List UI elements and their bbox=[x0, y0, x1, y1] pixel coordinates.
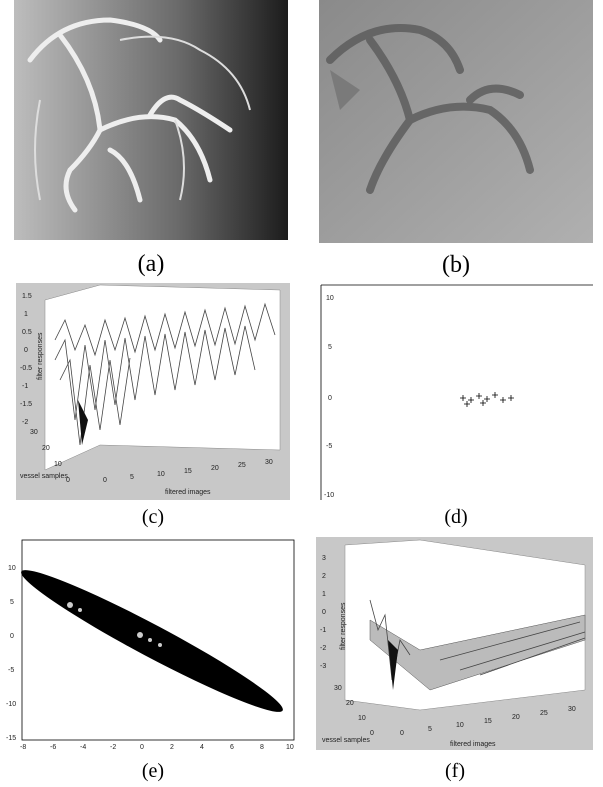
y-tick-label: 30 bbox=[334, 685, 342, 692]
y-tick-label: 0 bbox=[328, 395, 332, 402]
x-tick-label: 0 bbox=[103, 477, 107, 484]
x-tick-label: 5 bbox=[428, 726, 432, 733]
z-tick-label: -2 bbox=[22, 419, 28, 426]
image-b bbox=[319, 0, 593, 243]
x-tick-label: -6 bbox=[50, 744, 56, 751]
y-tick-label: 30 bbox=[30, 429, 38, 436]
panel-label: (a) bbox=[138, 251, 165, 277]
y-tick-label: 0 bbox=[370, 730, 374, 737]
y-axis-label: vessel samples bbox=[20, 473, 68, 480]
y-tick-label: -15 bbox=[6, 735, 16, 742]
y-tick-label: 0 bbox=[10, 633, 14, 640]
panel-label: (e) bbox=[142, 760, 164, 782]
x-tick-label: 8 bbox=[260, 744, 264, 751]
image-a bbox=[14, 0, 288, 240]
z-tick-label: -1.5 bbox=[20, 401, 32, 408]
z-axis-label: filter responses bbox=[37, 332, 44, 380]
x-tick-label: 10 bbox=[456, 722, 464, 729]
x-tick-label: 2 bbox=[170, 744, 174, 751]
x-tick-label: 20 bbox=[512, 714, 520, 721]
x-tick-label: -4 bbox=[80, 744, 86, 751]
panel-label: (b) bbox=[442, 252, 470, 278]
panel-label: (c) bbox=[142, 506, 164, 528]
y-tick-label: 5 bbox=[328, 344, 332, 351]
x-tick-label: 15 bbox=[184, 468, 192, 475]
y-tick-label: 10 bbox=[326, 295, 334, 302]
x-tick-label: 0 bbox=[140, 744, 144, 751]
y-tick-label: 10 bbox=[8, 565, 16, 572]
panel-label: (d) bbox=[444, 506, 467, 528]
y-tick-label: -5 bbox=[8, 667, 14, 674]
x-tick-label: -2 bbox=[110, 744, 116, 751]
x-tick-label: 10 bbox=[157, 471, 165, 478]
z-tick-label: -1 bbox=[22, 383, 28, 390]
z-tick-label: 1.5 bbox=[22, 293, 32, 300]
x-tick-label: 15 bbox=[484, 718, 492, 725]
x-tick-label: -8 bbox=[20, 744, 26, 751]
y-tick-label: -5 bbox=[326, 443, 332, 450]
z-tick-label: 0 bbox=[322, 609, 326, 616]
y-tick-label: 10 bbox=[54, 461, 62, 468]
z-tick-label: -3 bbox=[320, 663, 326, 670]
x-tick-label: 25 bbox=[238, 462, 246, 469]
y-tick-label: 10 bbox=[358, 715, 366, 722]
y-tick-label: -10 bbox=[6, 701, 16, 708]
x-tick-label: 4 bbox=[200, 744, 204, 751]
z-tick-label: -1 bbox=[320, 627, 326, 634]
y-tick-label: 20 bbox=[346, 700, 354, 707]
z-tick-label: 3 bbox=[322, 555, 326, 562]
z-tick-label: 1 bbox=[322, 591, 326, 598]
z-tick-label: 1 bbox=[24, 311, 28, 318]
z-tick-label: -0.5 bbox=[20, 365, 32, 372]
x-tick-label: 5 bbox=[130, 474, 134, 481]
z-tick-label: 0 bbox=[24, 347, 28, 354]
x-tick-label: 0 bbox=[400, 730, 404, 737]
y-tick-label: 5 bbox=[10, 599, 14, 606]
x-tick-label: 25 bbox=[540, 710, 548, 717]
x-tick-label: 20 bbox=[211, 465, 219, 472]
x-tick-label: 30 bbox=[568, 706, 576, 713]
x-axis-label: filtered images bbox=[165, 489, 211, 496]
z-axis-label: filter responses bbox=[340, 602, 347, 650]
y-tick-label: -10 bbox=[324, 492, 334, 499]
x-tick-label: 6 bbox=[230, 744, 234, 751]
z-tick-label: -2 bbox=[320, 645, 326, 652]
z-tick-label: 0.5 bbox=[22, 329, 32, 336]
z-tick-label: 2 bbox=[322, 573, 326, 580]
plot-e bbox=[5, 537, 300, 750]
x-axis-label: filtered images bbox=[450, 741, 496, 748]
panel-label: (f) bbox=[445, 760, 465, 782]
plot-d bbox=[317, 283, 593, 500]
figure: (a) (b) 1.5 1 0.5 0 -0.5 -1 -1.5 -2 filt… bbox=[0, 0, 603, 787]
y-tick-label: 20 bbox=[42, 445, 50, 452]
x-tick-label: 30 bbox=[265, 459, 273, 466]
x-tick-label: 10 bbox=[286, 744, 294, 751]
y-axis-label: vessel samples bbox=[322, 737, 370, 744]
